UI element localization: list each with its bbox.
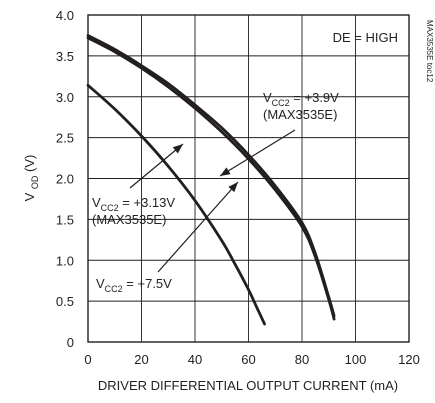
annotation-arrowhead [220,167,231,176]
y-tick-label: 0.5 [56,294,74,309]
grid-lines [88,15,409,342]
annotation-label: VCC2 = +7.5V [96,276,172,294]
annotation-sub: CC2 [105,284,123,294]
annotation-note: (MAX3535E) [263,107,337,122]
y-tick-label: 3.0 [56,90,74,105]
figure-id: MAX3535E toc12 [425,20,434,83]
vcc2-3v13-curve [86,36,336,321]
y-tick-label: 3.5 [56,49,74,64]
annotation-label: VCC2 = +3.9V [263,90,339,108]
x-tick-label: 80 [295,352,309,367]
y-tick-label: 1.0 [56,253,74,268]
y-tick-label: 2.0 [56,172,74,187]
curve-lines [86,34,336,326]
annotation-label: VCC2 = +3.13V [92,195,175,213]
annotation-sub: CC2 [272,98,290,108]
y-tick-label: 2.5 [56,131,74,146]
x-tick-label: 40 [188,352,202,367]
annotation-base: V [96,276,105,291]
y-axis-label: V OD (V) [22,155,41,202]
annotation-leader [219,129,296,177]
annotations: VCC2 = +3.9V(MAX3535E)VCC2 = +3.13V(MAX3… [92,90,339,294]
annotation-base: V [92,195,101,210]
annotation-value: = +3.13V [119,195,176,210]
x-tick-label: 60 [241,352,255,367]
y-axis-label-base: V [22,192,37,201]
annotation-vcc2-7v5: VCC2 = +7.5V [96,181,239,294]
y-axis-label-suffix: (V) [22,155,37,172]
annotation-leader [157,181,239,273]
y-tick-label: 1.5 [56,212,74,227]
x-tick-label: 100 [345,352,367,367]
plot-frame [87,14,410,343]
x-tick-label: 0 [84,352,91,367]
x-tick-label: 20 [134,352,148,367]
annotation-base: V [263,90,272,105]
y-tick-label: 0 [67,335,74,350]
condition-label: DE = HIGH [333,30,398,45]
annotation-value: = +7.5V [123,276,172,291]
annotation-note: (MAX3535E) [92,212,166,227]
annotation-arrowhead [172,144,183,154]
vcc2-7v5-curve [86,83,266,326]
y-tick-label: 4.0 [56,8,74,23]
annotation-leader [129,143,184,189]
vcc2-3v9-curve [86,34,336,318]
annotation-sub: CC2 [101,203,119,213]
x-tick-labels: 0 20 40 60 80 100 120 [84,352,419,367]
annotation-value: = +3.9V [290,90,339,105]
x-axis-label: DRIVER DIFFERENTIAL OUTPUT CURRENT (mA) [98,378,398,393]
x-tick-label: 120 [398,352,420,367]
y-axis-label-sub: OD [30,175,40,189]
annotation-vcc2-3v9: VCC2 = +3.9V(MAX3535E) [219,90,339,177]
annotation-vcc2-3v13: VCC2 = +3.13V(MAX3535E) [92,143,184,227]
annotation-arrowhead [228,182,238,193]
y-tick-labels: 0 0.5 1.0 1.5 2.0 2.5 3.0 3.5 4.0 [56,8,74,350]
